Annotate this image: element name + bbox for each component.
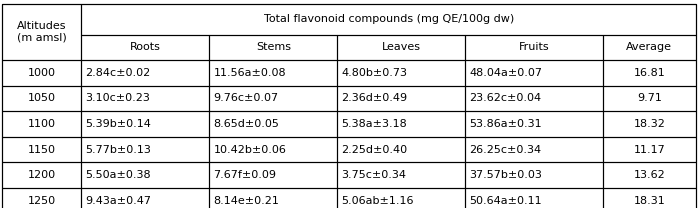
Text: 11.56a±0.08: 11.56a±0.08 — [214, 68, 286, 78]
Bar — [337, 35, 465, 60]
Text: 1200: 1200 — [28, 170, 56, 180]
Text: Average: Average — [626, 42, 672, 52]
Text: 4.80b±0.73: 4.80b±0.73 — [341, 68, 408, 78]
Bar — [82, 4, 696, 35]
Bar — [603, 35, 696, 60]
Text: 5.38a±3.18: 5.38a±3.18 — [341, 119, 407, 129]
Text: 18.32: 18.32 — [633, 119, 665, 129]
Text: 18.31: 18.31 — [634, 196, 665, 206]
Text: 3.10c±0.23: 3.10c±0.23 — [86, 93, 151, 104]
Bar — [465, 162, 603, 188]
Bar — [603, 60, 696, 86]
Text: 9.43a±0.47: 9.43a±0.47 — [86, 196, 151, 206]
Bar — [2, 4, 82, 60]
Text: 5.39b±0.14: 5.39b±0.14 — [86, 119, 151, 129]
Bar — [337, 162, 465, 188]
Bar — [82, 188, 209, 208]
Text: 1150: 1150 — [28, 145, 56, 155]
Bar — [603, 86, 696, 111]
Text: 53.86a±0.31: 53.86a±0.31 — [469, 119, 542, 129]
Bar — [82, 137, 209, 162]
Bar — [337, 188, 465, 208]
Text: 1100: 1100 — [28, 119, 56, 129]
Text: 23.62c±0.04: 23.62c±0.04 — [469, 93, 542, 104]
Bar — [465, 60, 603, 86]
Text: 16.81: 16.81 — [634, 68, 665, 78]
Text: 5.50a±0.38: 5.50a±0.38 — [86, 170, 151, 180]
Text: 7.67f±0.09: 7.67f±0.09 — [214, 170, 276, 180]
Text: 11.17: 11.17 — [634, 145, 665, 155]
Text: 3.75c±0.34: 3.75c±0.34 — [341, 170, 406, 180]
Bar — [2, 86, 82, 111]
Bar — [465, 86, 603, 111]
Bar — [209, 60, 337, 86]
Text: 2.84c±0.02: 2.84c±0.02 — [86, 68, 151, 78]
Text: Fruits: Fruits — [519, 42, 549, 52]
Bar — [603, 111, 696, 137]
Bar — [337, 111, 465, 137]
Text: 2.25d±0.40: 2.25d±0.40 — [341, 145, 408, 155]
Bar — [337, 86, 465, 111]
Text: 2.36d±0.49: 2.36d±0.49 — [341, 93, 408, 104]
Text: 8.14e±0.21: 8.14e±0.21 — [214, 196, 279, 206]
Text: 13.62: 13.62 — [634, 170, 665, 180]
Text: 50.64a±0.11: 50.64a±0.11 — [469, 196, 542, 206]
Bar — [2, 111, 82, 137]
Bar — [82, 86, 209, 111]
Bar — [82, 111, 209, 137]
Text: 1250: 1250 — [28, 196, 56, 206]
Text: 48.04a±0.07: 48.04a±0.07 — [469, 68, 542, 78]
Bar — [209, 188, 337, 208]
Text: 5.77b±0.13: 5.77b±0.13 — [86, 145, 151, 155]
Text: 1050: 1050 — [28, 93, 56, 104]
Bar — [82, 35, 209, 60]
Bar — [603, 137, 696, 162]
Bar — [465, 35, 603, 60]
Bar — [603, 188, 696, 208]
Bar — [2, 188, 82, 208]
Bar — [603, 162, 696, 188]
Bar — [337, 137, 465, 162]
Bar — [209, 111, 337, 137]
Text: Stems: Stems — [255, 42, 291, 52]
Bar — [2, 137, 82, 162]
Text: 37.57b±0.03: 37.57b±0.03 — [469, 170, 542, 180]
Bar — [465, 188, 603, 208]
Bar — [82, 162, 209, 188]
Bar — [337, 60, 465, 86]
Text: Leaves: Leaves — [382, 42, 421, 52]
Bar — [2, 162, 82, 188]
Text: 9.71: 9.71 — [637, 93, 662, 104]
Text: Total flavonoid compounds (mg QE/100g dw): Total flavonoid compounds (mg QE/100g dw… — [264, 14, 514, 24]
Bar — [82, 60, 209, 86]
Text: 5.06ab±1.16: 5.06ab±1.16 — [341, 196, 414, 206]
Bar — [209, 86, 337, 111]
Bar — [465, 111, 603, 137]
Text: 8.65d±0.05: 8.65d±0.05 — [214, 119, 279, 129]
Text: 1000: 1000 — [28, 68, 56, 78]
Text: 26.25c±0.34: 26.25c±0.34 — [469, 145, 542, 155]
Text: Altitudes
(m amsl): Altitudes (m amsl) — [17, 21, 66, 43]
Bar — [209, 162, 337, 188]
Text: Roots: Roots — [130, 42, 161, 52]
Bar — [209, 35, 337, 60]
Bar — [209, 137, 337, 162]
Text: 10.42b±0.06: 10.42b±0.06 — [214, 145, 286, 155]
Bar — [465, 137, 603, 162]
Bar — [2, 60, 82, 86]
Text: 9.76c±0.07: 9.76c±0.07 — [214, 93, 279, 104]
